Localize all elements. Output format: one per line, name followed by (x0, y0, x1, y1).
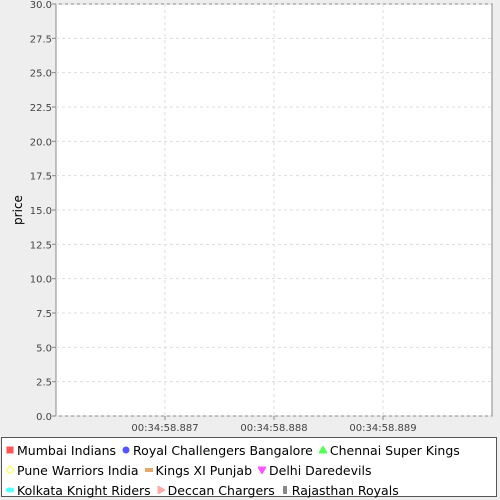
legend-item: Pune Warriors India (6, 463, 139, 478)
legend-item: Kolkata Knight Riders (6, 483, 151, 498)
legend-marker-icon (157, 486, 165, 494)
legend-row: Pune Warriors India Kings XI Punjab Delhi … (6, 460, 492, 480)
legend-marker-icon (6, 466, 14, 474)
legend-label: Royal Challengers Bangalore (133, 442, 313, 458)
legend-label: Delhi Daredevils (269, 462, 372, 478)
legend-row: Kolkata Knight Riders Deccan Chargers Raja… (6, 480, 492, 500)
gridlines (56, 3, 492, 417)
legend-item: Delhi Daredevils (258, 463, 371, 478)
x-tick-label: 00:34:58.888 (240, 423, 307, 434)
legend-item: Deccan Chargers (157, 483, 275, 498)
legend-marker-icon (144, 468, 153, 472)
legend-marker-icon (282, 486, 287, 494)
y-tick-label: 17.5 (30, 172, 52, 183)
legend-row: Mumbai Indians Royal Challengers Bangalor… (6, 440, 492, 460)
y-tick-label: 15.0 (30, 206, 52, 217)
legend-item: Royal Challengers Bangalore (122, 443, 313, 458)
y-tick-label: 2.5 (36, 378, 52, 389)
legend-marker-icon (318, 446, 327, 454)
y-axis-title: price (11, 195, 25, 225)
legend-marker-icon (6, 446, 14, 454)
x-axis: 00:34:58.887 00:34:58.888 00:34:58.889 (131, 416, 417, 434)
legend-label: Chennai Super Kings (329, 442, 460, 458)
y-tick-label: 27.5 (30, 34, 52, 45)
legend-marker-icon (258, 466, 266, 474)
legend-label: Deccan Chargers (167, 482, 275, 498)
x-tick-label: 00:34:58.887 (131, 423, 198, 434)
legend-label: Mumbai Indians (17, 442, 117, 458)
legend-label: Pune Warriors India (17, 462, 139, 478)
legend: Mumbai Indians Royal Challengers Bangalor… (1, 437, 497, 500)
y-tick-label: 30.0 (30, 0, 52, 11)
y-tick-label: 5.0 (36, 343, 52, 354)
y-tick-label: 12.5 (30, 240, 52, 251)
y-tick-label: 25.0 (30, 69, 52, 80)
legend-label: Rajasthan Royals (291, 482, 399, 498)
y-tick-label: 10.0 (30, 275, 52, 286)
y-tick-label: 20.0 (30, 137, 52, 148)
y-tick-label: 22.5 (30, 103, 52, 114)
legend-label: Kings XI Punjab (155, 462, 252, 478)
y-tick-label: 7.5 (36, 309, 52, 320)
chart: 0.0 2.5 5.0 7.5 10.0 12.5 15.0 17.5 20.0 22.5 25.0… (11, 0, 493, 434)
legend-marker-icon (122, 446, 130, 454)
legend-item: Rajasthan Royals (281, 483, 399, 498)
y-axis: 0.0 2.5 5.0 7.5 10.0 12.5 15.0 17.5 20.0 22.5 25.0… (30, 0, 56, 423)
legend-item: Kings XI Punjab (144, 462, 252, 478)
legend-label: Kolkata Knight Riders (17, 482, 151, 498)
legend-marker-icon (6, 487, 14, 493)
x-tick-label: 00:34:58.889 (349, 423, 416, 434)
legend-item: Chennai Super Kings (318, 442, 460, 458)
legend-item: Mumbai Indians (6, 443, 116, 458)
y-tick-label: 0.0 (36, 412, 52, 423)
